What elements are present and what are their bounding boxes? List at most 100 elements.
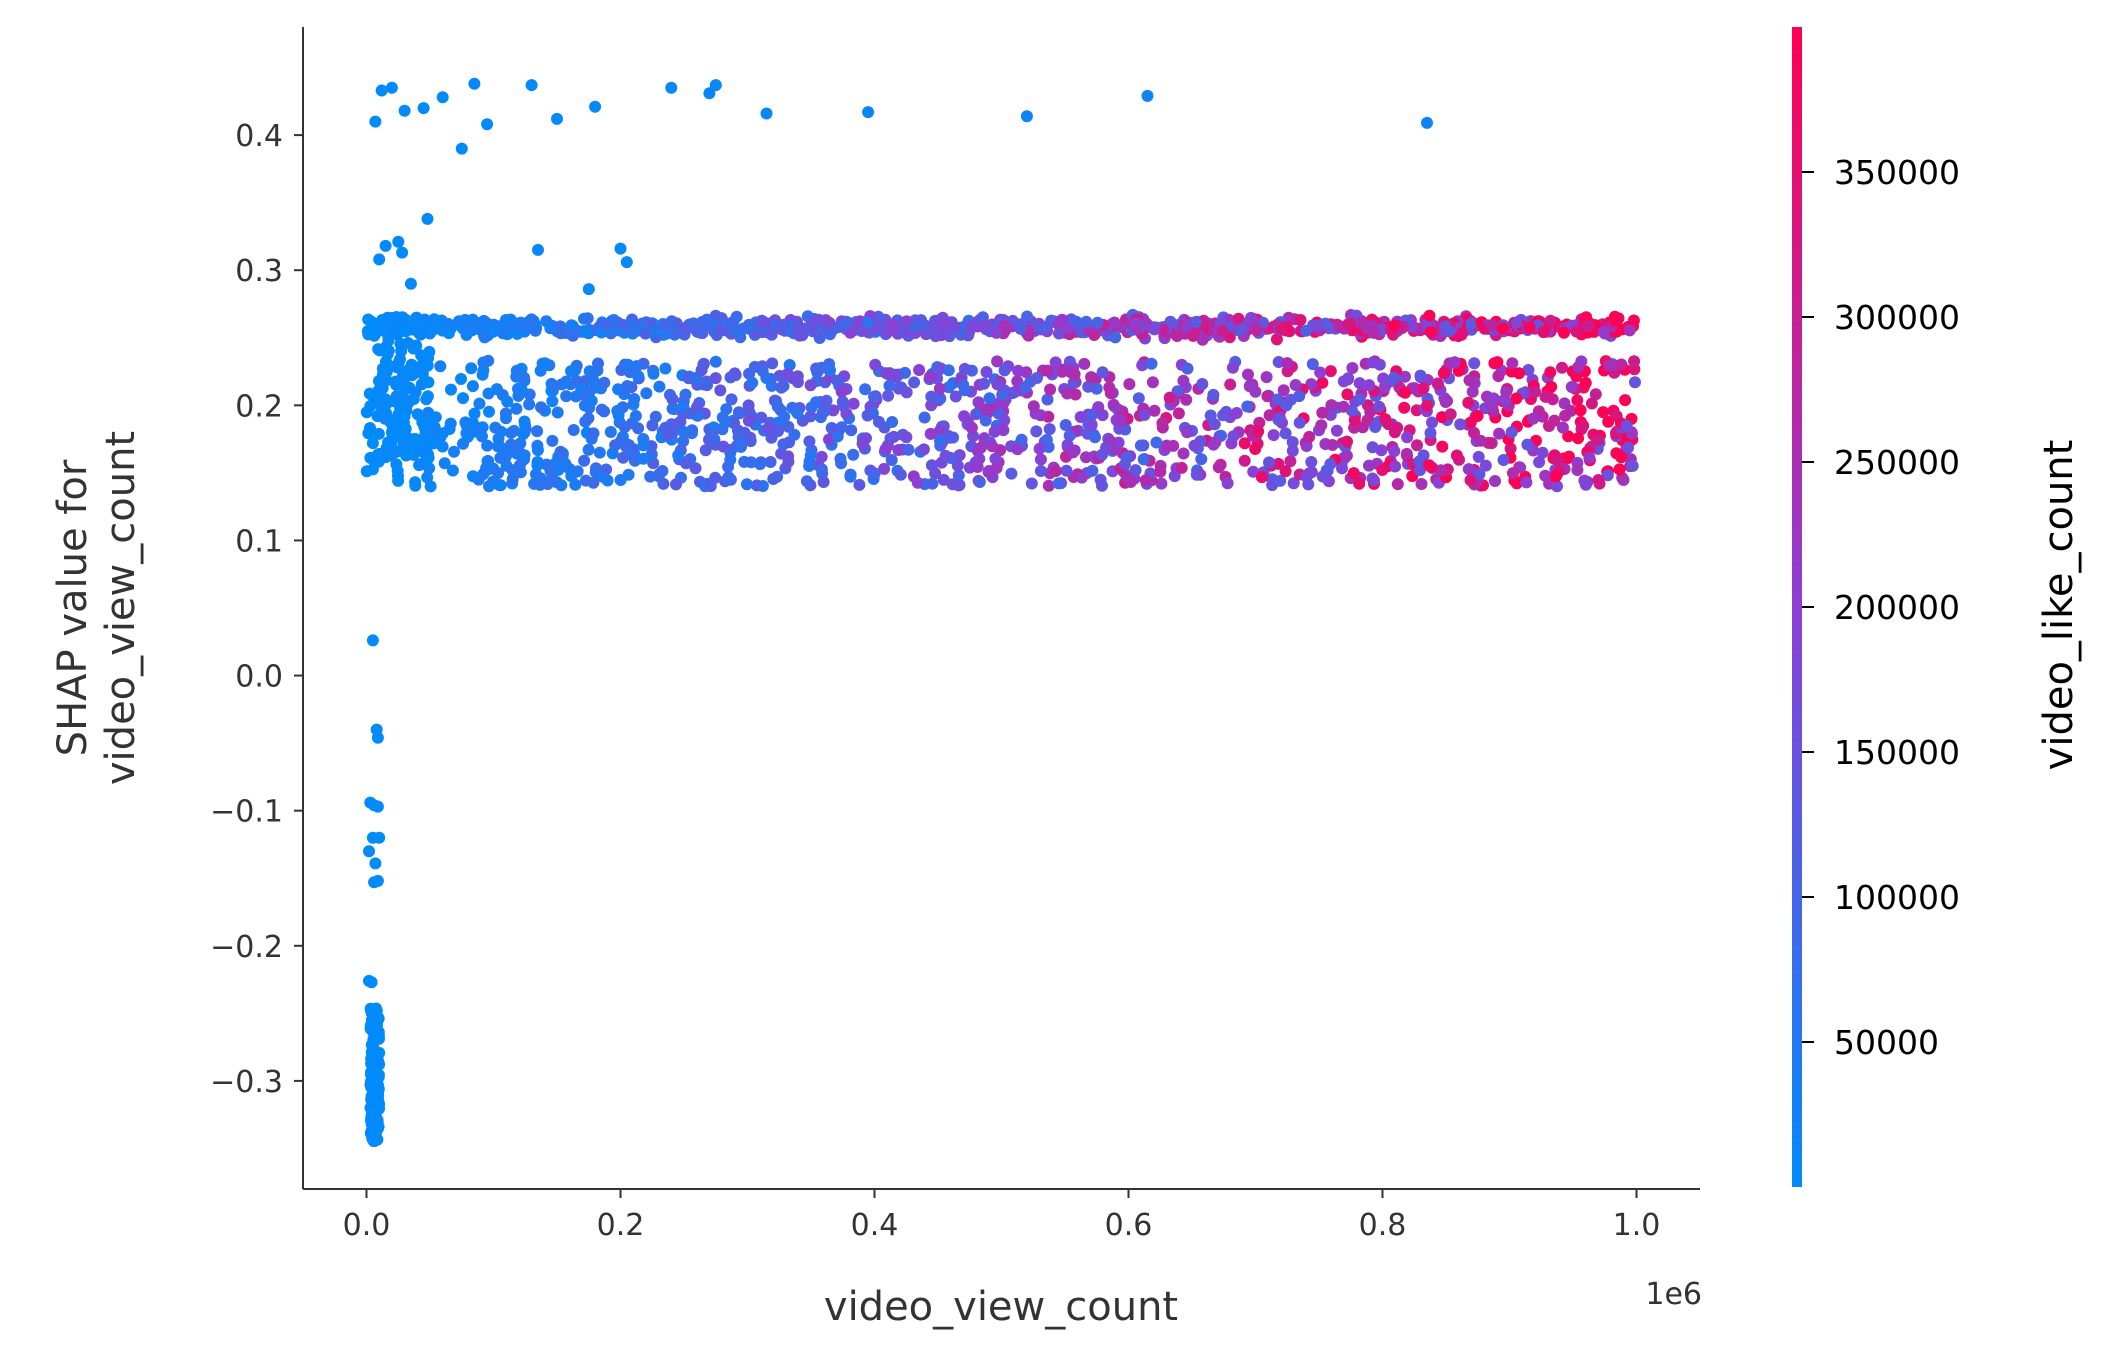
data-point xyxy=(662,428,675,441)
data-point xyxy=(1487,392,1500,405)
data-point xyxy=(575,383,588,396)
data-point xyxy=(373,831,386,844)
data-point xyxy=(1436,440,1449,453)
data-point xyxy=(1505,426,1518,439)
data-point xyxy=(979,414,992,427)
data-point xyxy=(1629,376,1641,389)
data-point xyxy=(1330,424,1343,437)
data-point xyxy=(832,321,845,334)
data-point xyxy=(1175,461,1188,474)
data-point xyxy=(775,381,788,394)
data-point xyxy=(1044,383,1057,396)
y-tick-label: −0.3 xyxy=(210,1065,283,1100)
data-point xyxy=(745,456,758,469)
colorbar-title: video_like_count xyxy=(2036,440,2082,771)
data-point xyxy=(949,390,962,403)
data-point xyxy=(465,362,478,375)
data-point xyxy=(1565,381,1578,393)
data-point xyxy=(1221,477,1234,490)
data-point xyxy=(732,406,745,419)
data-point xyxy=(1241,400,1254,413)
data-point xyxy=(831,374,844,387)
data-point xyxy=(1529,385,1541,398)
data-point xyxy=(1293,416,1306,429)
data-point xyxy=(1369,421,1382,433)
data-point xyxy=(1289,379,1302,391)
data-point xyxy=(1496,322,1509,335)
data-point xyxy=(1300,440,1313,452)
data-point xyxy=(446,464,459,477)
data-point xyxy=(1074,411,1087,423)
data-point xyxy=(1579,478,1592,491)
data-point xyxy=(1014,322,1027,335)
data-point xyxy=(1034,465,1047,477)
data-point xyxy=(506,473,519,486)
data-point xyxy=(1271,393,1284,406)
data-point xyxy=(1597,406,1610,419)
data-point xyxy=(803,460,816,472)
data-point xyxy=(1287,477,1300,490)
data-point xyxy=(1012,364,1025,377)
data-point xyxy=(1132,392,1145,405)
x-tick-label: 1.0 xyxy=(1613,1208,1661,1243)
data-point xyxy=(1312,319,1325,332)
data-point xyxy=(1462,396,1475,409)
data-point xyxy=(398,104,411,117)
data-point xyxy=(1337,400,1350,413)
data-point xyxy=(614,242,627,255)
data-point xyxy=(1305,378,1318,391)
data-point xyxy=(1148,323,1161,336)
data-point xyxy=(444,417,457,430)
data-point xyxy=(1031,372,1043,384)
data-point xyxy=(593,446,606,459)
data-point xyxy=(1533,456,1546,469)
data-point xyxy=(844,470,857,483)
data-point xyxy=(966,321,979,334)
data-point xyxy=(1063,429,1076,442)
data-point xyxy=(918,411,931,424)
data-point xyxy=(704,480,717,493)
data-point xyxy=(1250,324,1263,337)
data-point xyxy=(1068,368,1081,381)
data-point xyxy=(1462,463,1475,476)
data-point xyxy=(1274,474,1287,487)
data-point xyxy=(1286,436,1299,449)
data-point xyxy=(1437,367,1450,380)
data-point xyxy=(1571,394,1584,407)
data-point xyxy=(611,404,624,417)
colorbar-tick-label: 350000 xyxy=(1834,153,1960,192)
data-point xyxy=(731,424,744,437)
data-point xyxy=(665,81,678,94)
data-point xyxy=(1497,454,1510,466)
data-point xyxy=(491,440,504,453)
data-point xyxy=(1465,317,1478,330)
data-point xyxy=(701,379,713,392)
data-point xyxy=(505,438,517,451)
data-point xyxy=(1043,423,1056,436)
data-point xyxy=(582,443,595,456)
data-point xyxy=(1572,432,1585,445)
data-point xyxy=(1171,330,1184,342)
data-point xyxy=(500,412,512,425)
data-point xyxy=(487,325,500,338)
data-point xyxy=(442,327,455,340)
data-point xyxy=(746,376,759,389)
data-point xyxy=(1041,393,1054,406)
data-point xyxy=(473,397,486,410)
data-point xyxy=(579,474,592,487)
data-point xyxy=(1261,390,1274,403)
data-point xyxy=(1628,355,1641,368)
data-point xyxy=(1006,387,1019,399)
data-point xyxy=(958,362,971,375)
data-point xyxy=(900,431,913,444)
data-point xyxy=(1347,467,1360,480)
data-point xyxy=(1277,384,1290,397)
data-point xyxy=(368,1012,381,1025)
data-point xyxy=(554,445,567,458)
data-point xyxy=(1424,326,1437,338)
data-point xyxy=(760,107,773,120)
data-point xyxy=(399,368,412,381)
data-point xyxy=(493,478,506,491)
data-point xyxy=(1399,386,1412,399)
data-point xyxy=(390,311,403,323)
